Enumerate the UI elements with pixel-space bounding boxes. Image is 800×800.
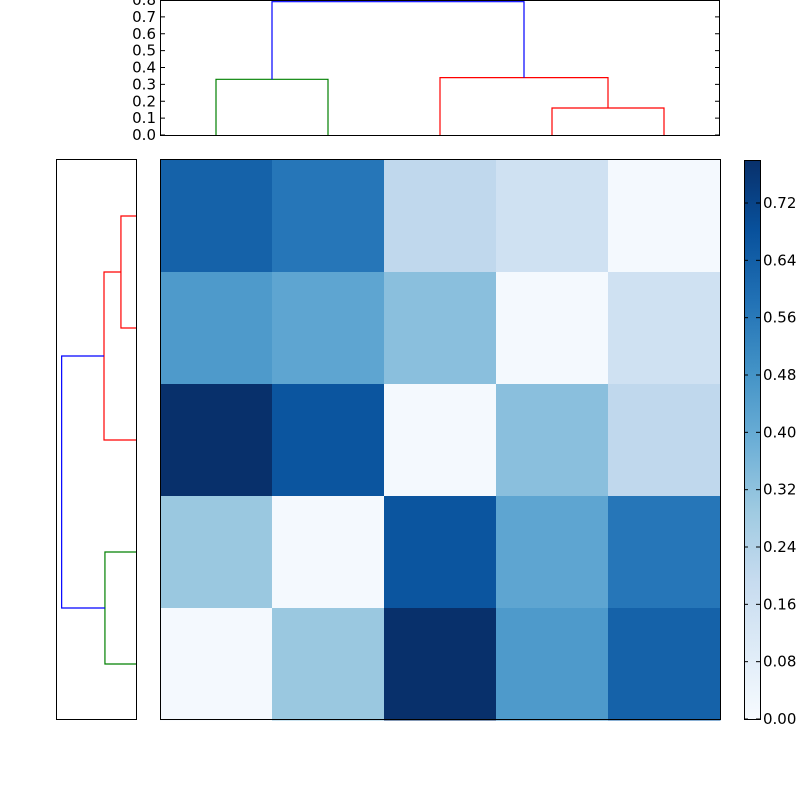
left-dendrogram-link [103, 271, 136, 441]
heatmap-cell [272, 160, 385, 273]
left-dendrogram-frame [56, 159, 137, 720]
colorbar-tick-label: 0.72 [763, 194, 796, 212]
left-dendrogram-link [120, 215, 136, 329]
top-dendrogram-tick-label: 0.2 [132, 92, 156, 110]
heatmap-cell [496, 608, 609, 721]
heatmap-cell [496, 496, 609, 609]
top-dendrogram-tick-label: 0.0 [132, 126, 156, 144]
top-dendrogram-tick-label: 0.8 [132, 0, 156, 9]
heatmap-cell [160, 160, 273, 273]
heatmap-frame [160, 159, 721, 720]
heatmap-cells [160, 160, 721, 721]
top-dendrogram: 0.00.10.20.30.40.50.60.70.8 [132, 0, 720, 144]
top-dendrogram-tick-label: 0.7 [132, 8, 156, 26]
heatmap-cell [384, 496, 497, 609]
heatmap-cell [272, 496, 385, 609]
heatmap-cell [160, 384, 273, 497]
heatmap-cell [160, 272, 273, 385]
heatmap-cell [496, 384, 609, 497]
colorbar-axis: 0.00 0.08 0.16 0.24 0.32 0.40 0.48 0.56 0.64 0.72 [744, 194, 796, 728]
colorbar-tick-label: 0.48 [763, 366, 796, 384]
left-dendrogram-links [61, 215, 136, 665]
top-dendrogram-tick-label: 0.1 [132, 109, 156, 127]
colorbar-frame [744, 160, 761, 720]
heatmap-cell [608, 496, 721, 609]
heatmap-cell [384, 160, 497, 273]
heatmap-cell [160, 496, 273, 609]
left-dendrogram-link [104, 551, 136, 665]
heatmap-cell [608, 272, 721, 385]
top-dendrogram-link [271, 1, 525, 80]
left-dendrogram-link [61, 355, 105, 609]
top-dendrogram-link [439, 77, 609, 135]
heatmap-cell [384, 384, 497, 497]
top-dendrogram-link [551, 107, 665, 135]
heatmap [160, 159, 721, 721]
heatmap-cell [384, 608, 497, 721]
heatmap-cell [272, 272, 385, 385]
top-dendrogram-link [215, 78, 329, 135]
top-dendrogram-tick-label: 0.4 [132, 59, 156, 77]
heatmap-cell [160, 608, 273, 721]
heatmap-cell [272, 608, 385, 721]
heatmap-cell [384, 272, 497, 385]
colorbar: 0.00 0.08 0.16 0.24 0.32 0.40 0.48 0.56 0.64 0.72 [744, 160, 796, 728]
colorbar-gradient [744, 160, 761, 720]
top-dendrogram-tick-label: 0.3 [132, 75, 156, 93]
heatmap-cell [496, 272, 609, 385]
top-dendrogram-tick-label: 0.6 [132, 25, 156, 43]
heatmap-cell [496, 160, 609, 273]
colorbar-tick-label: 0.40 [763, 423, 796, 441]
colorbar-tick-label: 0.24 [763, 538, 796, 556]
colorbar-tick-label: 0.00 [763, 710, 796, 728]
heatmap-cell [608, 608, 721, 721]
heatmap-cell [608, 160, 721, 273]
heatmap-cell [272, 384, 385, 497]
top-dendrogram-tick-label: 0.5 [132, 42, 156, 60]
colorbar-tick-label: 0.32 [763, 481, 796, 499]
top-dendrogram-y-axis: 0.00.10.20.30.40.50.60.70.8 [132, 0, 720, 144]
left-dendrogram [56, 159, 137, 720]
top-dendrogram-links [215, 1, 665, 135]
colorbar-tick-label: 0.08 [763, 653, 796, 671]
heatmap-cell [608, 384, 721, 497]
colorbar-tick-label: 0.64 [763, 251, 796, 269]
colorbar-tick-label: 0.56 [763, 309, 796, 327]
colorbar-tick-label: 0.16 [763, 595, 796, 613]
